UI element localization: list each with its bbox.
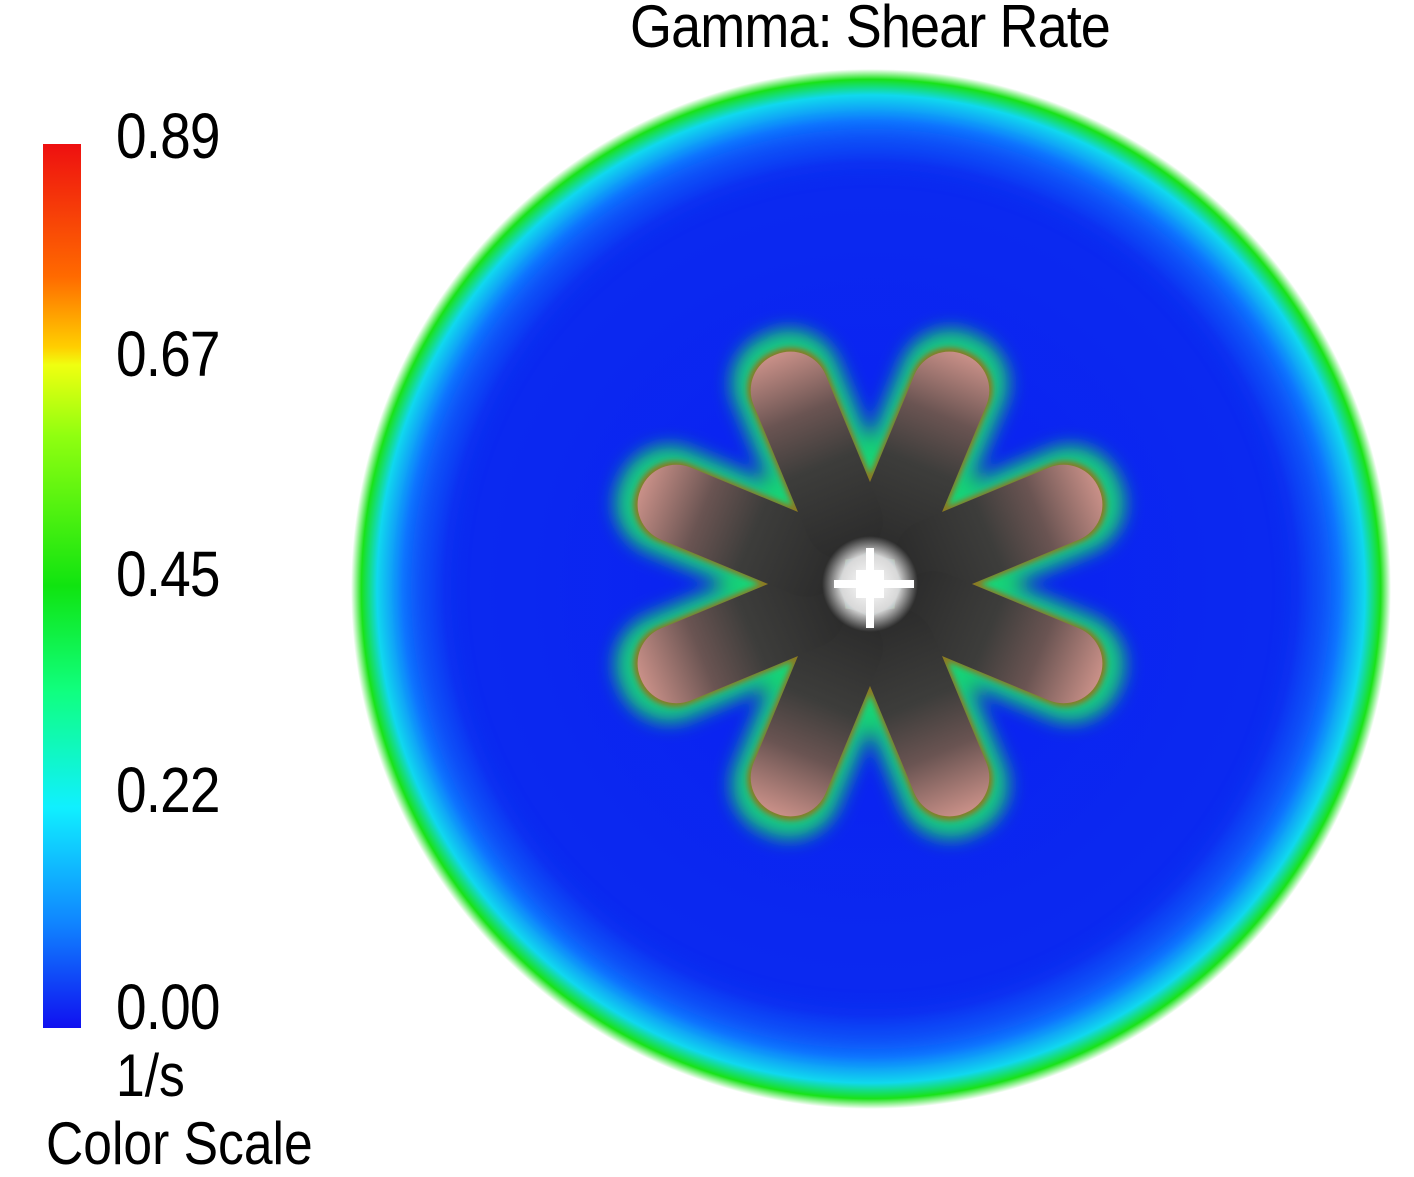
shear-rate-contour-plot [351,69,1391,1109]
scale-tick-middle: 0.45 [116,538,221,610]
scale-tick-max: 0.89 [116,100,221,172]
hub-center [856,570,884,598]
impeller-blade-1 [857,351,990,560]
impeller-blade-4 [857,608,990,817]
impeller-blade-5 [750,608,883,817]
impeller-blade-2 [894,464,1103,597]
scale-tick-lower: 0.22 [116,754,221,826]
impeller-blades [637,351,1103,817]
impeller [615,329,1125,839]
impeller-blade-3 [894,571,1103,704]
scale-tick-upper: 0.67 [116,318,221,390]
scale-unit-label: 1/s [116,1042,185,1109]
impeller-blade-8 [750,351,883,560]
impeller-blade-7 [637,464,846,597]
plot-title: Gamma: Shear Rate [630,0,1111,60]
impeller-blade-6 [637,571,846,704]
scale-tick-min: 0.00 [116,971,221,1043]
color-scale-bar [43,144,81,1028]
tank-inner-band [411,129,1331,1049]
color-scale-caption: Color Scale [46,1110,313,1177]
